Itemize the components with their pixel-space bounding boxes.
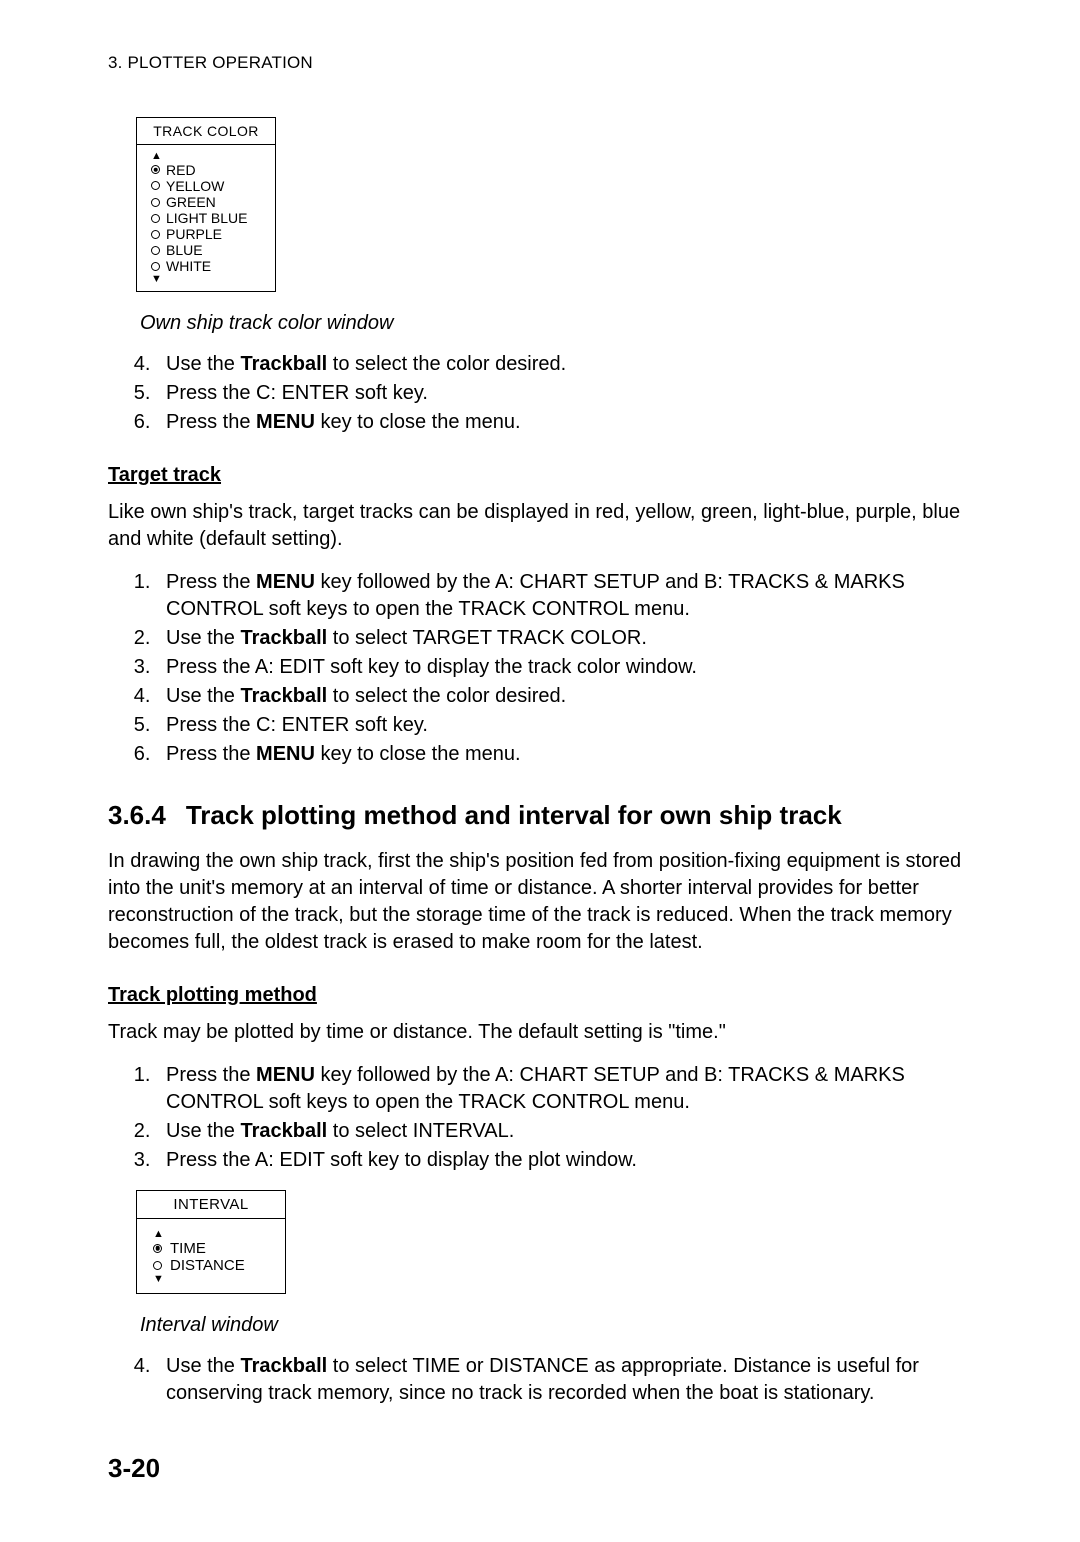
list-item: Use the Trackball to select the color de… xyxy=(156,683,988,710)
down-arrow-icon: ▼ xyxy=(153,1274,275,1285)
list-item: Press the MENU key to close the menu. xyxy=(156,409,988,436)
section-para: In drawing the own ship track, first the… xyxy=(108,848,988,956)
list-item: Press the C: ENTER soft key. xyxy=(156,380,988,407)
interval-box-body: ▲TIMEDISTANCE▼ xyxy=(137,1219,285,1294)
list-item: Press the MENU key followed by the A: CH… xyxy=(156,569,988,623)
option-label: YELLOW xyxy=(166,178,224,194)
option-label: RED xyxy=(166,162,196,178)
track-color-caption: Own ship track color window xyxy=(140,310,988,337)
option-label: LIGHT BLUE xyxy=(166,210,247,226)
interval-caption: Interval window xyxy=(140,1312,988,1339)
list-item: Use the Trackball to select TARGET TRACK… xyxy=(156,625,988,652)
radio-icon xyxy=(153,1261,162,1270)
section-title: Track plotting method and interval for o… xyxy=(186,800,842,830)
list-item: Use the Trackball to select TIME or DIST… xyxy=(156,1353,988,1407)
steps-b: Press the MENU key followed by the A: CH… xyxy=(134,569,988,768)
radio-icon xyxy=(151,165,160,174)
bold-text: Trackball xyxy=(240,1355,327,1377)
option-label: GREEN xyxy=(166,194,216,210)
page-number: 3-20 xyxy=(108,1451,988,1486)
option-label: WHITE xyxy=(166,258,211,274)
bold-text: MENU xyxy=(256,571,315,593)
option-row: DISTANCE xyxy=(153,1257,275,1274)
option-row: YELLOW xyxy=(151,178,265,194)
option-label: TIME xyxy=(170,1240,206,1257)
option-row: RED xyxy=(151,162,265,178)
target-track-para: Like own ship's track, target tracks can… xyxy=(108,499,988,553)
bold-text: MENU xyxy=(256,1064,315,1086)
section-heading: 3.6.4 Track plotting method and interval … xyxy=(108,798,988,833)
list-item: Press the A: EDIT soft key to display th… xyxy=(156,654,988,681)
track-color-box: TRACK COLOR ▲REDYELLOWGREENLIGHT BLUEPUR… xyxy=(136,117,276,293)
plot-method-para: Track may be plotted by time or distance… xyxy=(108,1019,988,1046)
steps-d: Use the Trackball to select TIME or DIST… xyxy=(134,1353,988,1407)
option-row: TIME xyxy=(153,1240,275,1257)
bold-text: Trackball xyxy=(240,627,327,649)
up-arrow-icon: ▲ xyxy=(153,1229,275,1240)
radio-icon xyxy=(151,214,160,223)
option-row: LIGHT BLUE xyxy=(151,210,265,226)
interval-box-title: INTERVAL xyxy=(137,1191,285,1219)
interval-box: INTERVAL ▲TIMEDISTANCE▼ xyxy=(136,1190,286,1295)
list-item: Press the MENU key followed by the A: CH… xyxy=(156,1062,988,1116)
up-arrow-icon: ▲ xyxy=(151,151,265,162)
radio-icon xyxy=(151,246,160,255)
radio-icon xyxy=(151,230,160,239)
bold-text: MENU xyxy=(256,411,315,433)
page-header: 3. PLOTTER OPERATION xyxy=(108,52,988,75)
option-label: BLUE xyxy=(166,242,203,258)
radio-icon xyxy=(151,181,160,190)
list-item: Press the MENU key to close the menu. xyxy=(156,741,988,768)
track-color-box-title: TRACK COLOR xyxy=(137,118,275,145)
option-row: PURPLE xyxy=(151,226,265,242)
option-row: GREEN xyxy=(151,194,265,210)
down-arrow-icon: ▼ xyxy=(151,274,265,285)
list-item: Press the C: ENTER soft key. xyxy=(156,712,988,739)
radio-icon xyxy=(151,198,160,207)
section-number: 3.6.4 xyxy=(108,800,166,830)
plot-method-heading: Track plotting method xyxy=(108,982,988,1009)
track-color-box-body: ▲REDYELLOWGREENLIGHT BLUEPURPLEBLUEWHITE… xyxy=(137,145,275,292)
option-label: DISTANCE xyxy=(170,1257,245,1274)
option-label: PURPLE xyxy=(166,226,222,242)
bold-text: Trackball xyxy=(240,1120,327,1142)
option-row: WHITE xyxy=(151,258,265,274)
list-item: Use the Trackball to select INTERVAL. xyxy=(156,1118,988,1145)
bold-text: MENU xyxy=(256,743,315,765)
bold-text: Trackball xyxy=(240,685,327,707)
steps-c: Press the MENU key followed by the A: CH… xyxy=(134,1062,988,1174)
list-item: Use the Trackball to select the color de… xyxy=(156,351,988,378)
target-track-heading: Target track xyxy=(108,462,988,489)
option-row: BLUE xyxy=(151,242,265,258)
radio-icon xyxy=(153,1244,162,1253)
steps-a: Use the Trackball to select the color de… xyxy=(134,351,988,436)
bold-text: Trackball xyxy=(240,353,327,375)
radio-icon xyxy=(151,262,160,271)
list-item: Press the A: EDIT soft key to display th… xyxy=(156,1147,988,1174)
